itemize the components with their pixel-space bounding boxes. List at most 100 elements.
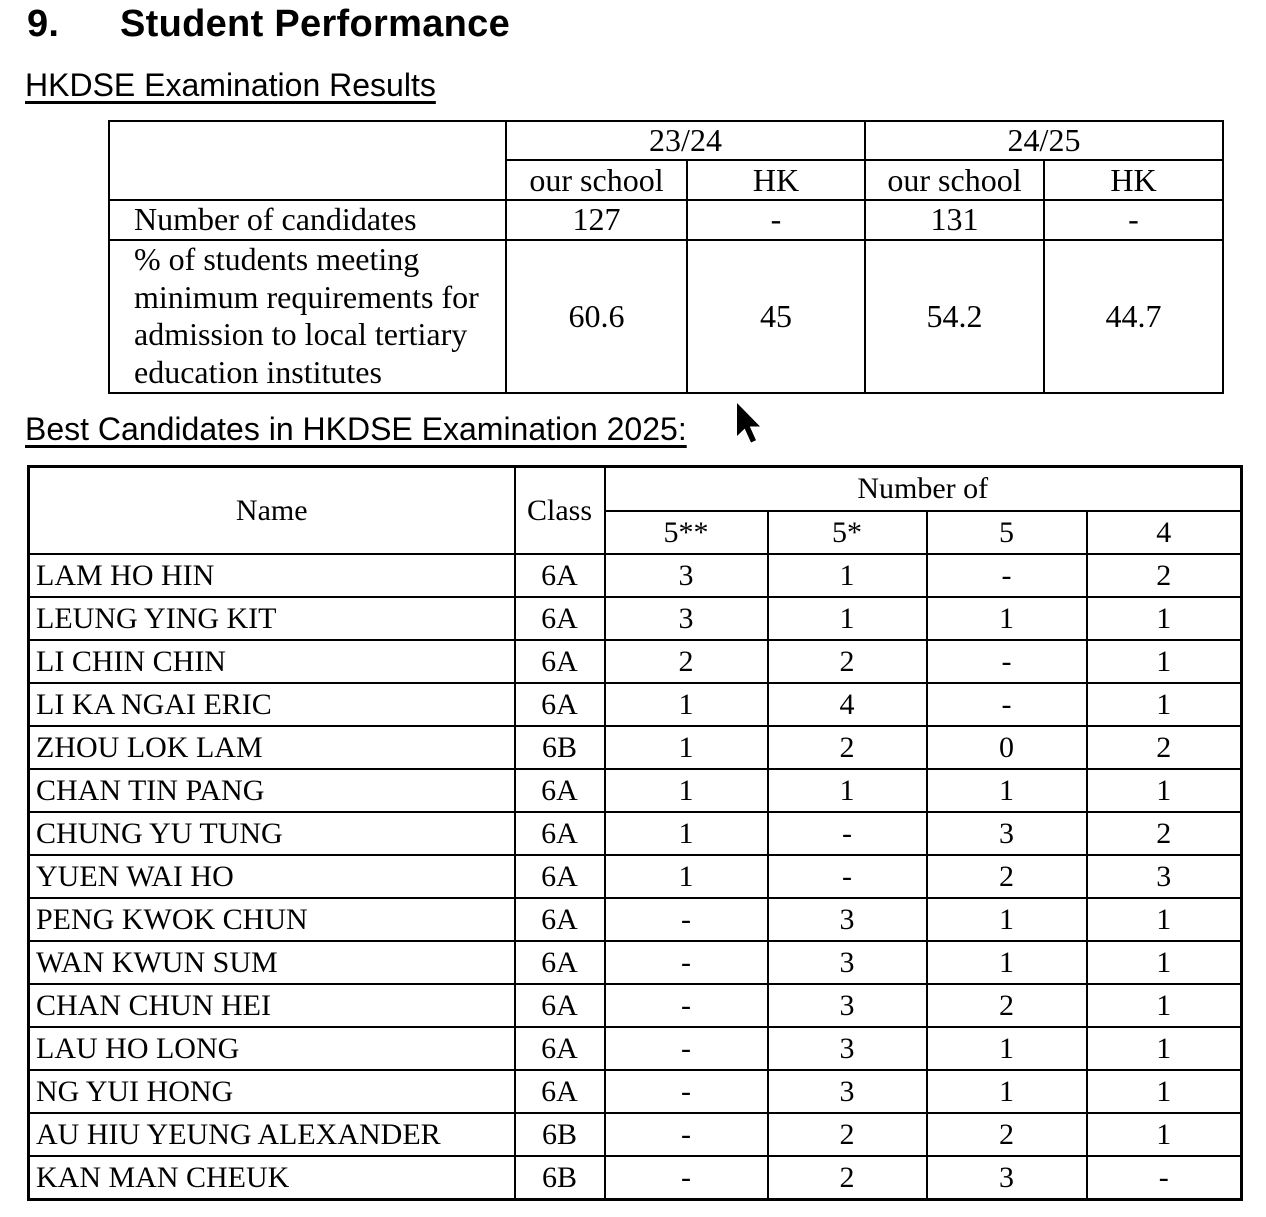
grade-count: - <box>603 897 769 942</box>
grade-count: 2 <box>925 854 1088 899</box>
year-group-header-2324: 23/24 <box>505 120 866 161</box>
grade-count: 1 <box>603 768 769 813</box>
cell-value: 54.2 <box>864 238 1045 394</box>
candidate-name: LAM HO HIN <box>27 553 516 598</box>
candidate-class: 6A <box>513 553 606 598</box>
grade-count: 1 <box>1085 1026 1243 1071</box>
results-heading: HKDSE Examination Results <box>25 67 436 103</box>
best-candidates-table: Name Class Number of 5** 5* 5 4 LAM HO H… <box>27 465 1243 1201</box>
grade-header-5star: 5* <box>766 510 928 555</box>
grade-count: 1 <box>603 854 769 899</box>
grade-count: 1 <box>1085 940 1243 985</box>
grade-header-5: 5 <box>925 510 1088 555</box>
grade-count: 3 <box>1085 854 1243 899</box>
subheader-hk-2324: HK <box>686 159 866 201</box>
grade-count: 3 <box>925 1155 1088 1201</box>
candidate-class: 6A <box>513 811 606 856</box>
grade-count: 4 <box>766 682 928 727</box>
table-row: YUEN WAI HO 6A 1 - 2 3 <box>27 854 1243 899</box>
grade-count: 3 <box>766 940 928 985</box>
candidate-name: WAN KWUN SUM <box>27 940 516 985</box>
table-row: LAU HO LONG 6A - 3 1 1 <box>27 1026 1243 1071</box>
candidate-name: LI CHIN CHIN <box>27 639 516 684</box>
mouse-cursor <box>737 403 760 443</box>
class-header: Class <box>513 465 606 555</box>
grade-count: 2 <box>766 639 928 684</box>
grade-count: - <box>603 983 769 1028</box>
grade-count: 2 <box>925 983 1088 1028</box>
candidate-name: LAU HO LONG <box>27 1026 516 1071</box>
table-row: ZHOU LOK LAM 6B 1 2 0 2 <box>27 725 1243 770</box>
table-row: AU HIU YEUNG ALEXANDER 6B - 2 2 1 <box>27 1112 1243 1157</box>
grade-count: 1 <box>1085 1112 1243 1157</box>
table-row: LI KA NGAI ERIC 6A 1 4 - 1 <box>27 682 1243 727</box>
grade-count: - <box>925 639 1088 684</box>
grade-count: 1 <box>1085 682 1243 727</box>
grade-header-4: 4 <box>1085 510 1243 555</box>
hkdse-results-table: 23/24 24/25 our school HK our school HK … <box>108 120 1224 394</box>
table-row: LI CHIN CHIN 6A 2 2 - 1 <box>27 639 1243 684</box>
grade-count: - <box>603 1026 769 1071</box>
candidate-class: 6A <box>513 639 606 684</box>
candidate-name: CHUNG YU TUNG <box>27 811 516 856</box>
blank-header-cell <box>108 120 507 201</box>
grade-count: 1 <box>603 811 769 856</box>
grade-count: - <box>925 682 1088 727</box>
cell-value: 60.6 <box>505 238 688 394</box>
table-row: KAN MAN CHEUK 6B - 2 3 - <box>27 1155 1243 1201</box>
candidate-class: 6B <box>513 1112 606 1157</box>
candidate-class: 6A <box>513 1069 606 1114</box>
grade-count: 1 <box>766 596 928 641</box>
grade-count: - <box>1085 1155 1243 1201</box>
table-row: NG YUI HONG 6A - 3 1 1 <box>27 1069 1243 1114</box>
table-row: Number of candidates 127 - 131 - <box>108 199 1224 241</box>
table-row: WAN KWUN SUM 6A - 3 1 1 <box>27 940 1243 985</box>
grade-count: 2 <box>603 639 769 684</box>
grade-count: - <box>766 811 928 856</box>
table-row: 5** 5* 5 4 <box>29 510 1243 555</box>
candidate-class: 6A <box>513 768 606 813</box>
grade-count: 1 <box>925 768 1088 813</box>
grade-count: 1 <box>766 553 928 598</box>
best-candidates-heading: Best Candidates in HKDSE Examination 202… <box>25 411 687 447</box>
grade-count: 3 <box>766 1026 928 1071</box>
grade-count: - <box>603 940 769 985</box>
candidate-name: NG YUI HONG <box>27 1069 516 1114</box>
grade-count: - <box>603 1069 769 1114</box>
table-row: 23/24 24/25 <box>108 120 1224 201</box>
cell-value: - <box>1043 199 1224 241</box>
grade-count: 3 <box>925 811 1088 856</box>
cell-value: 127 <box>505 199 688 241</box>
grade-count: 3 <box>766 983 928 1028</box>
grade-count: - <box>603 1155 769 1201</box>
grade-count: 2 <box>1085 553 1243 598</box>
grade-count: - <box>603 1112 769 1157</box>
candidate-class: 6A <box>513 897 606 942</box>
grade-count: 1 <box>1085 1069 1243 1114</box>
candidate-class: 6A <box>513 596 606 641</box>
subheader-our-school-2324: our school <box>505 159 688 201</box>
table-row: PENG KWOK CHUN 6A - 3 1 1 <box>27 897 1243 942</box>
candidate-class: 6A <box>513 983 606 1028</box>
candidate-class: 6A <box>513 854 606 899</box>
grade-count: 3 <box>603 596 769 641</box>
candidate-name: CHAN TIN PANG <box>27 768 516 813</box>
number-of-header: Number of <box>603 465 1243 512</box>
row-label: % of students meeting minimum requiremen… <box>108 238 507 394</box>
table-row: CHAN TIN PANG 6A 1 1 1 1 <box>27 768 1243 813</box>
grade-count: 3 <box>766 1069 928 1114</box>
year-group-header-2425: 24/25 <box>864 120 1224 161</box>
cell-value: 44.7 <box>1043 238 1224 394</box>
candidate-name: KAN MAN CHEUK <box>27 1155 516 1201</box>
subheader-hk-2425: HK <box>1043 159 1224 201</box>
grade-count: 2 <box>1085 725 1243 770</box>
candidate-class: 6A <box>513 1026 606 1071</box>
candidate-class: 6A <box>513 940 606 985</box>
table-row: Name Class Number of <box>27 465 1243 555</box>
table-row: LAM HO HIN 6A 3 1 - 2 <box>27 553 1243 598</box>
grade-count: 1 <box>1085 983 1243 1028</box>
candidate-name: ZHOU LOK LAM <box>27 725 516 770</box>
grade-count: 3 <box>603 553 769 598</box>
grade-count: 1 <box>766 768 928 813</box>
grade-count: 1 <box>925 897 1088 942</box>
